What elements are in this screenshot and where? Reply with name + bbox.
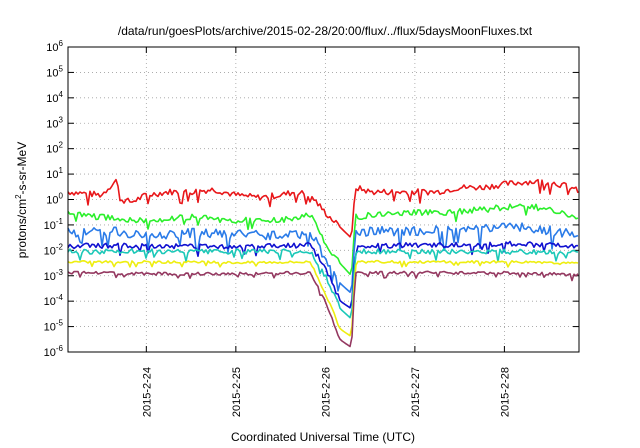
y-tick-label: 10-5 [44, 319, 64, 334]
y-tick-label: 10-6 [44, 344, 64, 359]
y-tick-label: 100 [46, 192, 63, 207]
y-tick-label: 105 [46, 64, 63, 79]
x-tick-label: 2015-2-24 [141, 367, 153, 417]
series-line [67, 270, 579, 348]
series-group [67, 178, 579, 348]
y-tick-label: 103 [46, 115, 63, 130]
y-tick-label: 10-1 [44, 217, 64, 232]
y-tick-label: 10-2 [44, 242, 64, 257]
y-axis-label-exponent: 2 [14, 194, 23, 199]
y-axis-label-main: protons/cm [15, 199, 29, 258]
x-axis-ticks: 2015-2-24 2015-2-25 2015-2-26 2015-2-27 2015… [141, 47, 511, 417]
x-tick-label: 2015-2-26 [320, 367, 332, 417]
y-tick-label: 104 [46, 90, 63, 105]
series-line [67, 222, 579, 293]
y-tick-label: 102 [46, 141, 63, 156]
y-axis-label: protons/cm2-s-sr-MeV [14, 142, 29, 258]
series-line [67, 203, 579, 275]
y-tick-label: 101 [46, 166, 63, 181]
x-tick-label: 2015-2-27 [410, 367, 422, 417]
x-tick-label: 2015-2-28 [499, 367, 511, 417]
series-line [67, 240, 578, 309]
series-line [67, 178, 579, 238]
series-line [67, 259, 579, 337]
chart-title: /data/run/goesPlots/archive/2015-02-28/2… [118, 24, 533, 38]
x-axis-label: Coordinated Universal Time (UTC) [231, 430, 415, 444]
grid-lines [68, 47, 579, 352]
plot-frame [67, 46, 580, 353]
x-tick-label: 2015-2-25 [231, 367, 243, 417]
y-axis-ticks: 10-6 10-5 10-4 10-3 10-2 10-1 100 101 102 103 104 1… [44, 39, 579, 359]
y-tick-label: 106 [46, 39, 63, 54]
y-axis-label-rest: -s-sr-MeV [15, 142, 29, 195]
series-line [67, 248, 579, 319]
y-tick-label: 10-4 [44, 293, 64, 308]
y-tick-label: 10-3 [44, 268, 64, 283]
